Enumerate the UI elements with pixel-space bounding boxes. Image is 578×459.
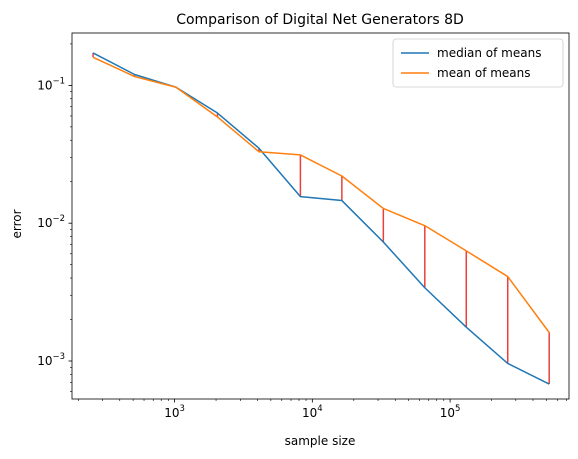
legend-label: mean of means [437,66,531,80]
x-tick-label: 103 [164,404,185,420]
x-tick-label: 104 [302,404,323,420]
x-tick-label: 105 [440,404,461,420]
y-tick-label: 10−3 [37,352,65,368]
legend-box [392,38,564,88]
axes [71,32,570,400]
series-lines [92,52,550,385]
y-axis-label: error [10,209,24,238]
y-tick-label: 10−1 [37,76,65,92]
difference-lines [92,52,550,385]
series-line-median-of-means [92,52,550,385]
plot-frame [71,32,570,400]
legend: median of means mean of means [392,38,564,88]
ticks: 103 104 105 10−3 10−2 10−1 [37,43,567,420]
legend-label: median of means [437,46,541,60]
y-tick-label: 10−2 [37,214,65,230]
x-axis-label: sample size [285,434,356,448]
chart-title: Comparison of Digital Net Generators 8D [176,12,464,28]
series-line-mean-of-means [92,56,550,333]
